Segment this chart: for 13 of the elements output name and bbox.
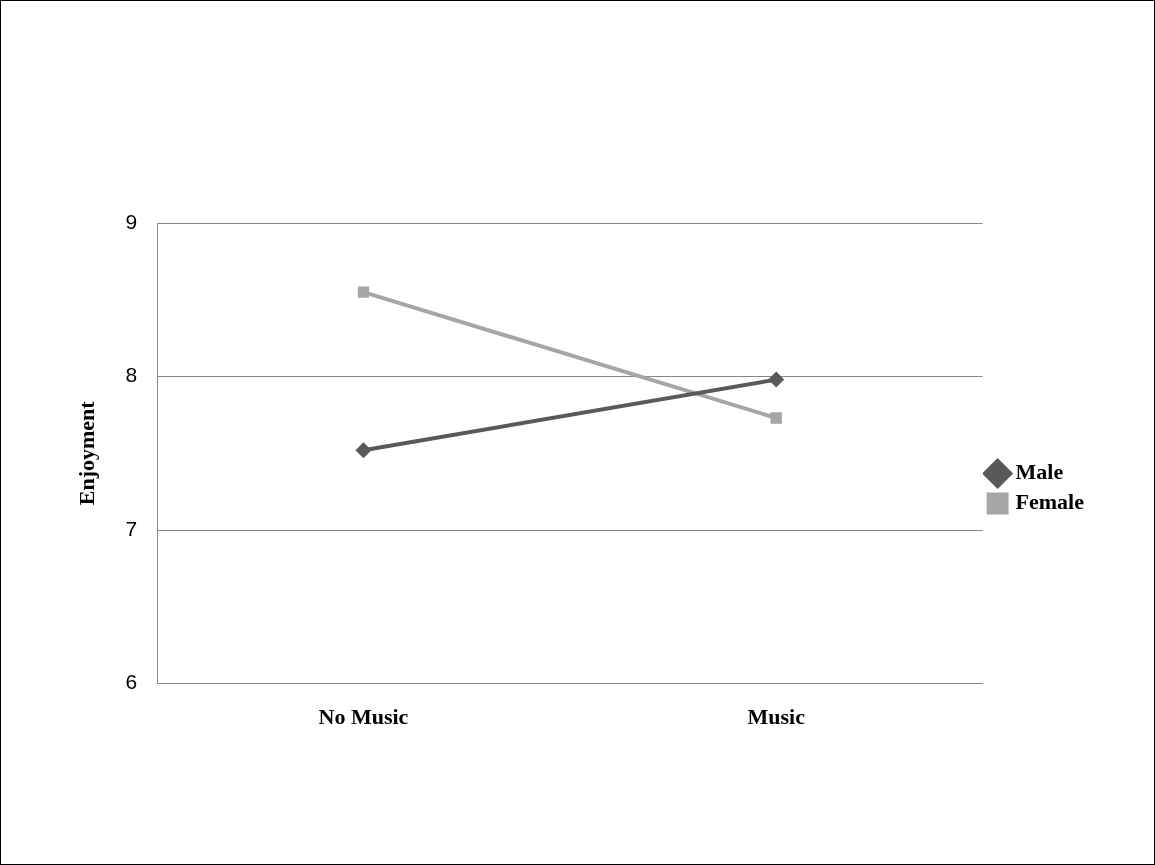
y-tick-label: 9 xyxy=(125,209,138,233)
legend-label: Male xyxy=(1015,459,1064,485)
point xyxy=(768,371,785,388)
point xyxy=(357,286,370,298)
y-tick-label: 6 xyxy=(125,670,138,694)
x-tick-label: Music xyxy=(747,704,806,730)
point xyxy=(770,412,782,424)
point xyxy=(355,442,372,459)
x-tick-label: No Music xyxy=(318,704,409,730)
y-tick-label: 8 xyxy=(125,363,138,387)
legend-label: Female xyxy=(1015,489,1085,515)
y-axis-title: Enjoyment xyxy=(73,400,99,506)
y-tick-label: 7 xyxy=(125,516,138,540)
